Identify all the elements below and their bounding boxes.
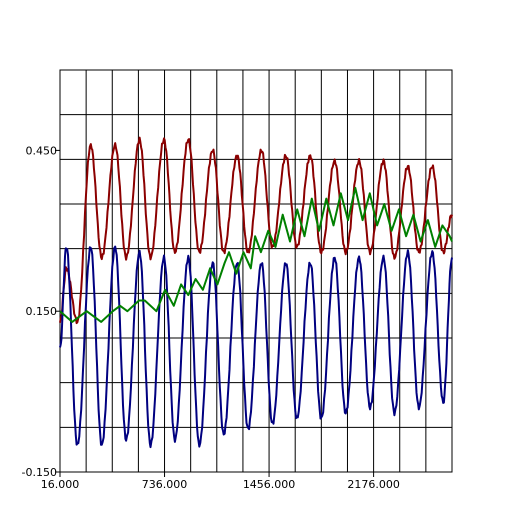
series-line-2	[59, 245, 453, 449]
x-tick-label: 1456.000	[243, 478, 296, 491]
series-line-3	[59, 186, 453, 323]
series-layer	[59, 136, 453, 449]
series-line-1	[59, 136, 453, 325]
plot-area-frame	[59, 69, 453, 473]
y-tick-label: 0.150	[26, 305, 58, 318]
y-axis-ticks: -0.150 0.150 0.450	[22, 144, 60, 479]
y-tick-label: -0.150	[22, 466, 57, 479]
x-axis-ticks: 16.000 736.000 1456.000 2176.000	[41, 472, 400, 491]
x-tick-label: 736.000	[142, 478, 188, 491]
y-tick-label: 0.450	[26, 144, 58, 157]
x-tick-label: 2176.000	[347, 478, 400, 491]
x-tick-label: 16.000	[41, 478, 80, 491]
grid-lines	[60, 70, 452, 472]
